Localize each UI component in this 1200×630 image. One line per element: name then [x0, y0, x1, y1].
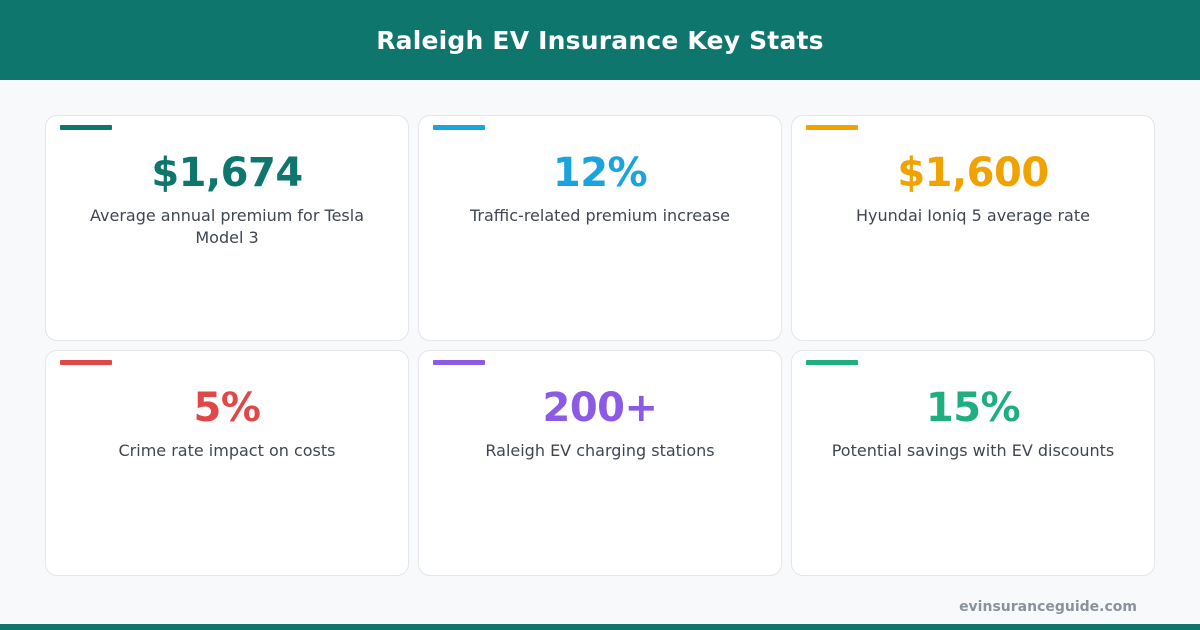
- card-accent-bar: [60, 125, 112, 130]
- stat-card: $1,674 Average annual premium for Tesla …: [45, 115, 409, 341]
- stat-value: 5%: [193, 385, 261, 431]
- stat-label: Raleigh EV charging stations: [485, 441, 715, 460]
- stat-label: Traffic-related premium increase: [469, 206, 731, 225]
- stat-label: Hyundai Ioniq 5 average rate: [856, 206, 1090, 225]
- footer-site-name: evinsuranceguide.com: [959, 599, 1137, 615]
- stat-value: $1,674: [151, 150, 303, 196]
- stat-card: 200+ Raleigh EV charging stations: [418, 350, 782, 576]
- stat-label: Average annual premium for Tesla Model 3: [90, 206, 364, 247]
- stat-card: $1,600 Hyundai Ioniq 5 average rate: [791, 115, 1155, 341]
- stat-value: 200+: [542, 385, 658, 431]
- footer-bar: [0, 624, 1200, 630]
- card-accent-bar: [60, 360, 112, 365]
- stat-card: 5% Crime rate impact on costs: [45, 350, 409, 576]
- stat-value: 12%: [552, 150, 648, 196]
- card-accent-bar: [433, 125, 485, 130]
- card-accent-bar: [433, 360, 485, 365]
- stat-label: Potential savings with EV discounts: [831, 441, 1115, 460]
- stats-grid: $1,674 Average annual premium for Tesla …: [45, 115, 1155, 576]
- stat-value: 15%: [925, 385, 1021, 431]
- stat-card: 12% Traffic-related premium increase: [418, 115, 782, 341]
- stat-value: $1,600: [897, 150, 1049, 196]
- header-banner: Raleigh EV Insurance Key Stats: [0, 0, 1200, 80]
- card-accent-bar: [806, 125, 858, 130]
- stat-label: Crime rate impact on costs: [118, 441, 336, 460]
- page-title: Raleigh EV Insurance Key Stats: [376, 25, 824, 55]
- stat-card: 15% Potential savings with EV discounts: [791, 350, 1155, 576]
- card-accent-bar: [806, 360, 858, 365]
